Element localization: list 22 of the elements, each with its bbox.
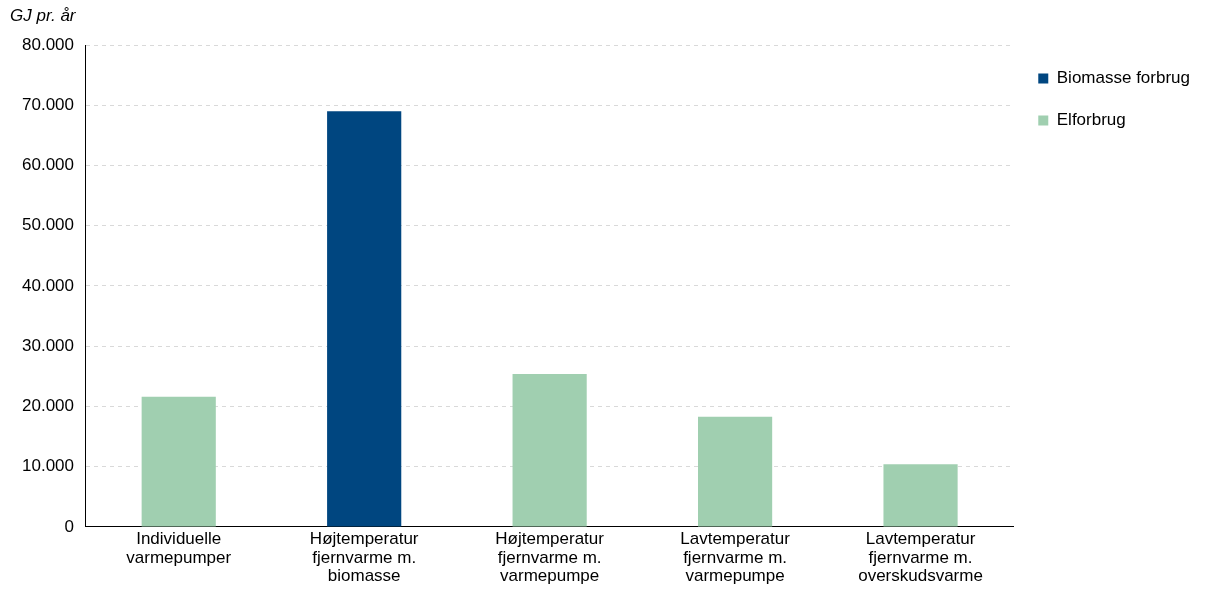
y-tick-label: 30.000 <box>22 335 74 355</box>
x-tick-label: Lavtemperatur fjernvarme m. overskudsvarme <box>858 528 983 586</box>
y-tick-label: 0 <box>64 516 74 536</box>
y-tick-label: 50.000 <box>22 215 74 235</box>
y-tick-label: 20.000 <box>22 396 74 416</box>
y-tick-label: 80.000 <box>22 34 74 54</box>
x-tick-label: Individuelle varmepumper <box>126 528 232 567</box>
bar <box>883 464 958 527</box>
bar <box>512 373 587 527</box>
x-tick-label: Højtemperatur fjernvarme m. varmepumpe <box>495 528 605 586</box>
y-tick-label: 60.000 <box>22 155 74 175</box>
bar <box>327 111 402 527</box>
x-tick-label: Højtemperatur fjernvarme m. biomasse <box>309 528 419 586</box>
legend-label: Elforbrug <box>1056 110 1126 130</box>
x-tick-label: Lavtemperatur fjernvarme m. varmepumpe <box>680 528 791 586</box>
y-tick-label: 70.000 <box>22 94 74 114</box>
y-tick-label: 10.000 <box>22 456 74 476</box>
y-axis-title: GJ pr. år <box>10 6 77 26</box>
bar <box>141 396 216 527</box>
legend-label: Biomasse forbrug <box>1056 68 1191 88</box>
bar <box>698 416 773 527</box>
y-tick-label: 40.000 <box>22 275 74 295</box>
